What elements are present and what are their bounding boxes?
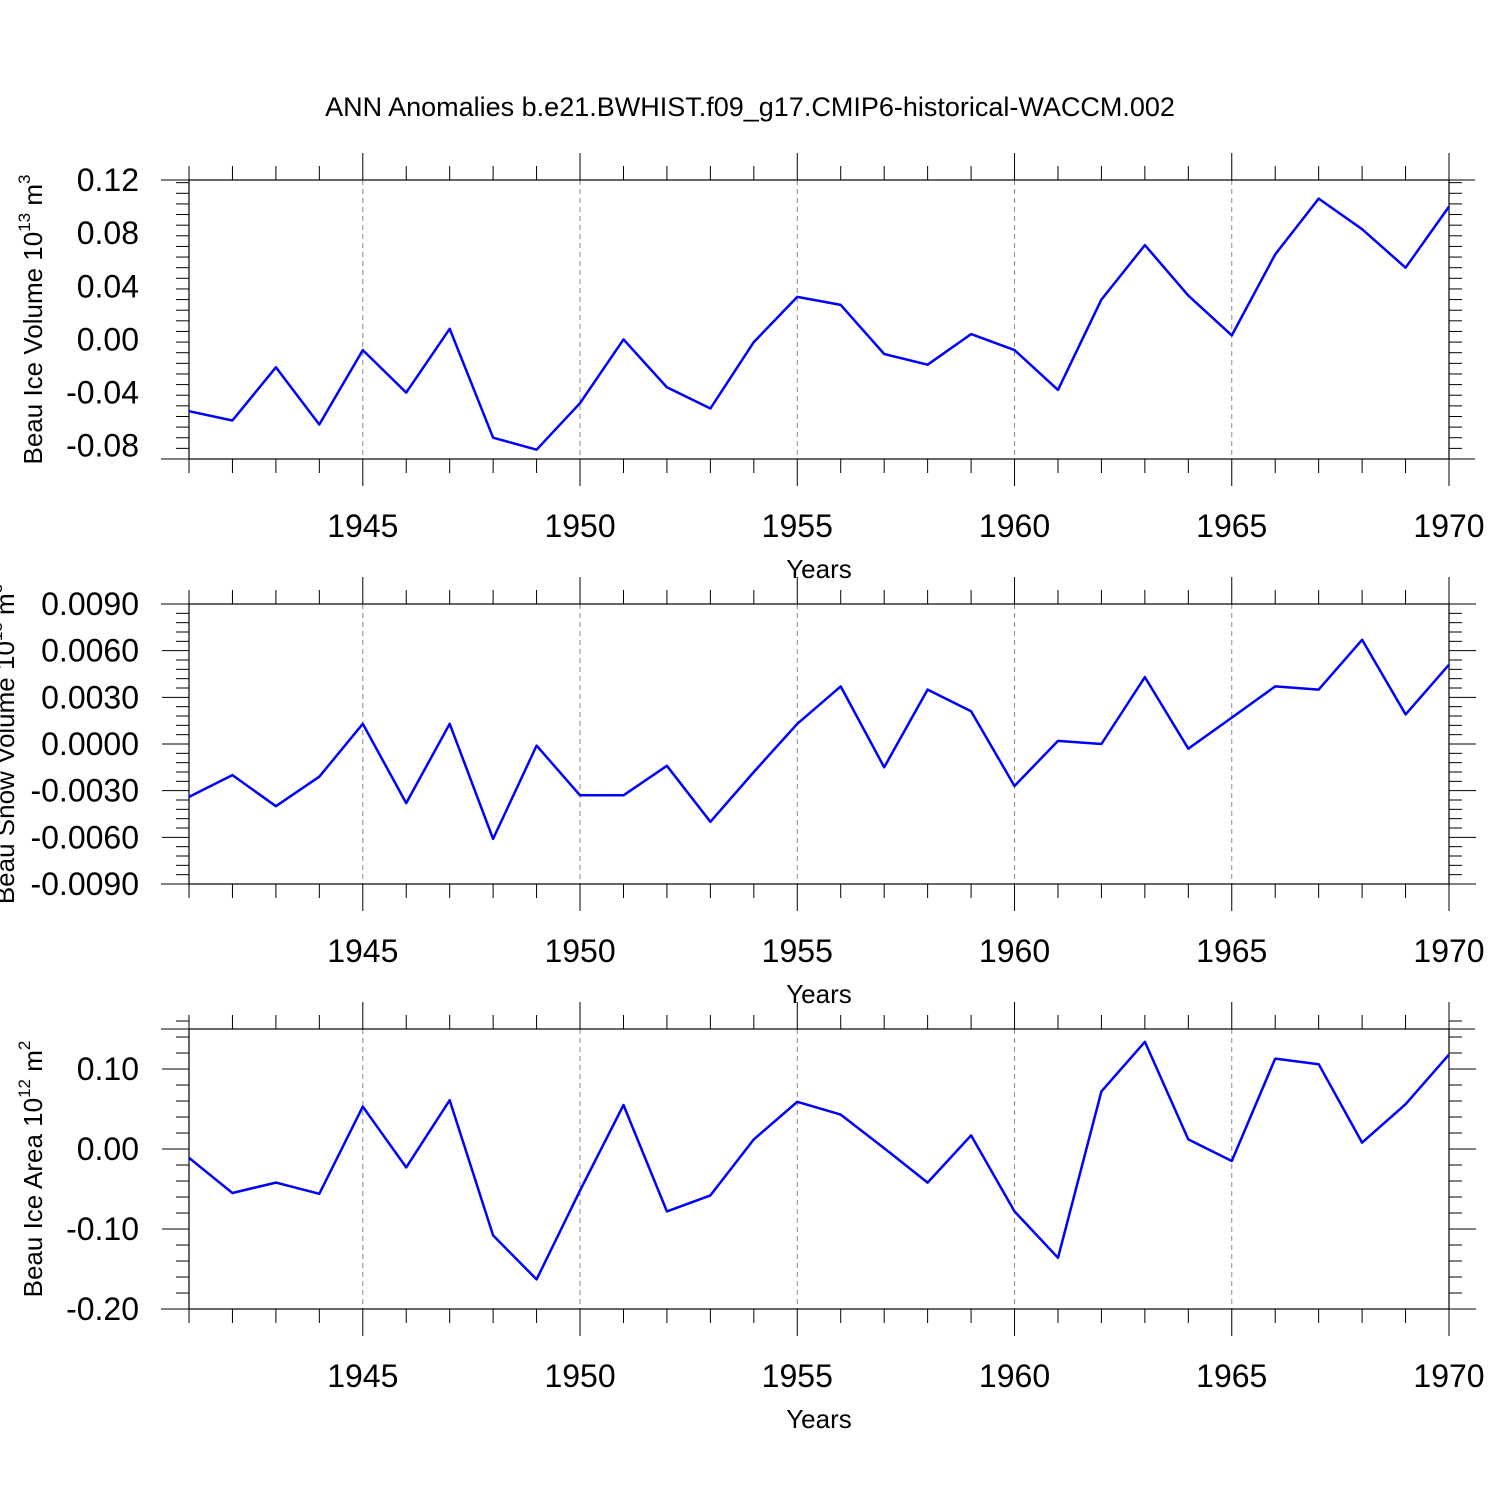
- panel-3: 1945 1950 1955 1960 1965 1970 -0.20 -0.10 0.00 0.…: [15, 1002, 1485, 1434]
- x-tick-label-1945: 1945: [327, 1358, 398, 1394]
- x-tick-label-1960: 1960: [979, 1358, 1050, 1394]
- y-tick-label-0.0030: 0.0030: [41, 679, 139, 715]
- y-axis-label-exponent: 12: [15, 1079, 34, 1098]
- series-line: [188, 1040, 1450, 1281]
- y-axis-label-unit-exponent: 3: [15, 175, 34, 184]
- y-axis-label: Beau Ice Volume 1013 m3: [15, 175, 48, 465]
- x-tick-label-1945: 1945: [327, 933, 398, 969]
- panel-2: 1945 1950 1955 1960 1965 1970 -0.0090 -0.0060 -0…: [0, 577, 1485, 1009]
- y-tick-label-0.12: 0.12: [77, 162, 139, 198]
- x-tick-label-1965: 1965: [1196, 933, 1267, 969]
- x-tick-label-1955: 1955: [762, 508, 833, 544]
- y-axis-label: Beau Ice Area 1012 m2: [15, 1041, 48, 1298]
- plot-frame: [188, 1028, 1450, 1310]
- panel-1: 1945 1950 1955 1960 1965 1970 -0.08 -0.04 0.00 0.…: [15, 153, 1485, 584]
- y-tick-label-0.00: 0.00: [77, 1131, 139, 1167]
- y-tick-label-0.10: 0.10: [77, 1051, 139, 1087]
- x-tick-label-1965: 1965: [1196, 1358, 1267, 1394]
- x-tick-label-1955: 1955: [762, 933, 833, 969]
- y-axis-label-unit-exponent: 3: [0, 584, 6, 593]
- y-axis-label-text: Beau Ice Volume 10: [18, 232, 48, 465]
- y-axis-label-unit: m: [18, 1050, 48, 1079]
- x-axis-label: Years: [786, 979, 852, 1009]
- x-tick-label-1945: 1945: [327, 508, 398, 544]
- x-tick-label-1965: 1965: [1196, 508, 1267, 544]
- y-tick-label--0.20: -0.20: [66, 1291, 139, 1327]
- y-tick-label-0.08: 0.08: [77, 215, 139, 251]
- y-tick-label--0.0060: -0.0060: [30, 819, 139, 855]
- y-axis-label-unit: m: [0, 593, 20, 622]
- x-tick-label-1950: 1950: [544, 933, 615, 969]
- figure-title: ANN Anomalies b.e21.BWHIST.f09_g17.CMIP6…: [325, 92, 1175, 122]
- y-tick-label-0.0000: 0.0000: [41, 726, 139, 762]
- y-axis-label-exponent: 13: [0, 622, 6, 641]
- x-tick-label-1970: 1970: [1413, 1358, 1484, 1394]
- y-tick-label--0.08: -0.08: [66, 428, 139, 464]
- x-axis-label: Years: [786, 554, 852, 584]
- y-tick-label--0.0090: -0.0090: [30, 866, 139, 902]
- plot-frame: [188, 603, 1450, 885]
- x-tick-label-1950: 1950: [544, 1358, 615, 1394]
- x-tick-label-1960: 1960: [979, 508, 1050, 544]
- y-axis-label-unit-exponent: 2: [15, 1041, 34, 1050]
- y-axis-label-text: Beau Ice Area 10: [18, 1098, 48, 1297]
- y-tick-label--0.10: -0.10: [66, 1211, 139, 1247]
- y-axis-label-text: Beau Snow Volume 10: [0, 641, 20, 904]
- x-axis-label: Years: [786, 1404, 852, 1434]
- x-tick-label-1955: 1955: [762, 1358, 833, 1394]
- y-tick-label-0.00: 0.00: [77, 321, 139, 357]
- series-line: [188, 197, 1451, 451]
- y-axis-label-exponent: 13: [15, 213, 34, 232]
- x-tick-label-1950: 1950: [544, 508, 615, 544]
- x-tick-label-1960: 1960: [979, 933, 1050, 969]
- y-axis-label: Beau Snow Volume 1013 m3: [0, 584, 20, 904]
- x-tick-label-1970: 1970: [1413, 508, 1484, 544]
- y-tick-label--0.04: -0.04: [66, 375, 139, 411]
- y-tick-label-0.04: 0.04: [77, 268, 139, 304]
- plot-frame: [188, 179, 1450, 460]
- y-tick-label-0.0090: 0.0090: [41, 586, 139, 622]
- y-tick-label--0.0030: -0.0030: [30, 773, 139, 809]
- x-tick-label-1970: 1970: [1413, 933, 1484, 969]
- y-tick-label-0.0060: 0.0060: [41, 633, 139, 669]
- y-axis-label-unit: m: [18, 184, 48, 213]
- series-line: [188, 638, 1450, 841]
